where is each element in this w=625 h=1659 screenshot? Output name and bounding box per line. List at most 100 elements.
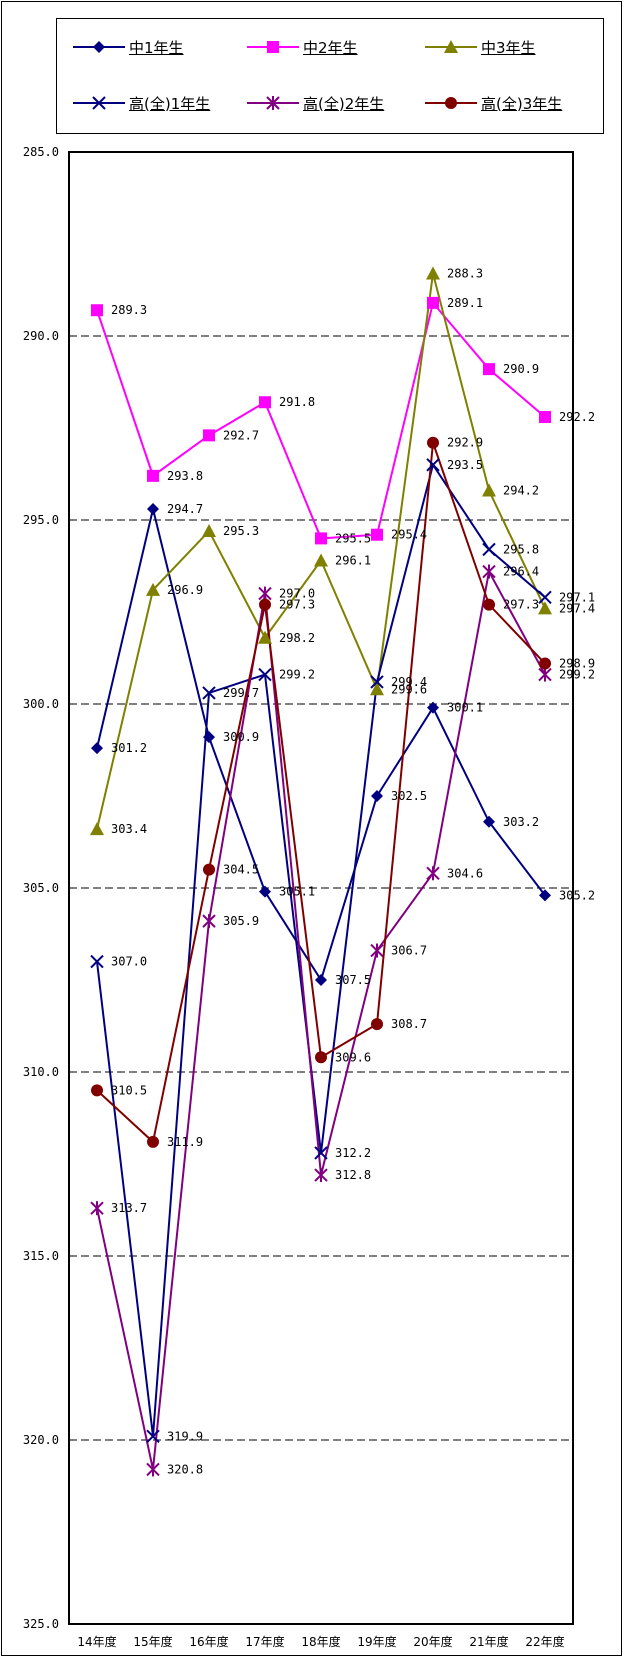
data-point bbox=[426, 266, 440, 280]
data-label: 305.9 bbox=[223, 914, 259, 928]
data-point bbox=[314, 1146, 328, 1160]
data-label: 309.6 bbox=[335, 1050, 371, 1064]
data-label: 305.1 bbox=[279, 885, 315, 899]
series-markers bbox=[90, 266, 552, 1477]
y-axis-ticks: 285.0 290.0 295.0 300.0 305.0 310.0 315.0 320.0… bbox=[23, 145, 59, 1631]
data-label: 293.5 bbox=[447, 458, 483, 472]
data-point bbox=[315, 1051, 327, 1064]
data-point bbox=[370, 675, 384, 689]
x-tick-label: 16年度 bbox=[189, 1634, 228, 1649]
data-point bbox=[482, 564, 496, 579]
data-label: 295.5 bbox=[335, 531, 371, 545]
data-point bbox=[202, 686, 216, 700]
data-label: 300.9 bbox=[223, 730, 259, 744]
data-point bbox=[259, 885, 271, 898]
data-point bbox=[146, 582, 160, 596]
data-point bbox=[427, 701, 439, 714]
data-point bbox=[371, 1018, 383, 1031]
data-point bbox=[259, 598, 271, 611]
data-point bbox=[539, 889, 551, 902]
data-label: 303.4 bbox=[111, 822, 147, 836]
data-label: 289.3 bbox=[111, 303, 147, 317]
x-tick-label: 22年度 bbox=[525, 1634, 564, 1649]
data-label: 294.7 bbox=[167, 502, 203, 516]
data-label: 298.9 bbox=[559, 657, 595, 671]
x-tick-label: 20年度 bbox=[413, 1634, 452, 1649]
data-point bbox=[90, 1201, 104, 1216]
data-label: 295.4 bbox=[391, 528, 427, 542]
data-point bbox=[538, 601, 552, 615]
data-label: 305.2 bbox=[559, 888, 595, 902]
data-point bbox=[147, 469, 159, 482]
data-label: 297.3 bbox=[503, 598, 539, 612]
legend-label-3: 高(全)1年生 bbox=[129, 94, 211, 113]
data-point bbox=[203, 429, 215, 442]
data-point bbox=[426, 458, 440, 472]
data-label: 311.9 bbox=[167, 1135, 203, 1149]
data-point bbox=[314, 1168, 328, 1183]
data-point bbox=[202, 914, 216, 929]
y-tick-label: 320.0 bbox=[23, 1433, 59, 1447]
y-tick-label: 285.0 bbox=[23, 145, 59, 159]
data-point bbox=[538, 667, 552, 682]
y-tick-label: 295.0 bbox=[23, 513, 59, 527]
data-point bbox=[370, 943, 384, 958]
data-label: 295.3 bbox=[223, 524, 259, 538]
y-tick-label: 325.0 bbox=[23, 1617, 59, 1631]
chart-legend: 中1年生 中2年生 中3年生 高(全)1年生 高(全)2年生 高(全)3年生 bbox=[56, 18, 604, 134]
data-label: 312.8 bbox=[335, 1168, 371, 1182]
data-label: 297.1 bbox=[559, 590, 595, 604]
data-label: 297.4 bbox=[559, 601, 595, 615]
data-point bbox=[90, 822, 104, 836]
data-label: 299.2 bbox=[279, 668, 315, 682]
data-point bbox=[482, 483, 496, 497]
legend-marker bbox=[444, 40, 458, 53]
data-label: 293.8 bbox=[167, 469, 203, 483]
data-label: 295.8 bbox=[503, 542, 539, 556]
data-label: 299.7 bbox=[223, 686, 259, 700]
data-point bbox=[426, 866, 440, 881]
data-label: 299.6 bbox=[391, 682, 427, 696]
legend-label-1: 中2年生 bbox=[303, 38, 358, 57]
data-label: 296.4 bbox=[503, 565, 539, 579]
data-label: 299.2 bbox=[559, 668, 595, 682]
legend-label-5: 高(全)3年生 bbox=[481, 94, 563, 113]
data-point bbox=[258, 667, 272, 682]
data-label: 308.7 bbox=[391, 1017, 427, 1031]
data-point bbox=[146, 1429, 160, 1444]
data-label: 296.9 bbox=[167, 583, 203, 597]
data-point bbox=[483, 598, 495, 611]
data-label: 306.7 bbox=[391, 944, 427, 958]
legend-item-4: 高(全)2年生 bbox=[245, 89, 384, 117]
data-point bbox=[203, 863, 215, 876]
y-tick-label: 315.0 bbox=[23, 1249, 59, 1263]
data-label: 288.3 bbox=[447, 266, 483, 280]
y-tick-label: 300.0 bbox=[23, 697, 59, 711]
data-point bbox=[146, 1462, 160, 1477]
data-point bbox=[427, 296, 439, 309]
data-label: 299.4 bbox=[391, 675, 427, 689]
data-label: 292.9 bbox=[447, 436, 483, 450]
legend-item-5: 高(全)3年生 bbox=[423, 89, 562, 117]
data-point bbox=[315, 974, 327, 986]
data-point bbox=[90, 954, 104, 969]
data-label: 296.1 bbox=[335, 553, 371, 567]
legend-swatch-2 bbox=[425, 40, 477, 53]
y-tick-label: 305.0 bbox=[23, 881, 59, 895]
legend-label-4: 高(全)2年生 bbox=[303, 94, 385, 113]
data-label: 297.0 bbox=[279, 587, 315, 601]
data-point bbox=[147, 1135, 159, 1148]
data-point bbox=[147, 502, 159, 515]
data-label: 304.6 bbox=[447, 866, 483, 880]
data-point bbox=[258, 586, 272, 601]
grid-lines bbox=[69, 335, 573, 1441]
data-point bbox=[539, 657, 551, 670]
data-point bbox=[370, 682, 384, 696]
x-tick-label: 14年度 bbox=[77, 1634, 116, 1649]
data-point bbox=[203, 731, 215, 744]
legend-label-0: 中1年生 bbox=[129, 38, 184, 57]
legend-swatch-0 bbox=[73, 41, 125, 53]
data-point bbox=[427, 436, 439, 449]
data-label: 304.5 bbox=[223, 863, 259, 877]
